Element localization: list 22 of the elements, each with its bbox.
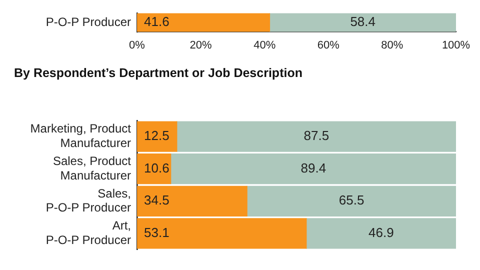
y-tick-label: Sales, Product Manufacturer: [52, 154, 132, 182]
data-label: 41.6: [144, 14, 170, 30]
data-label: 89.4: [300, 160, 326, 176]
data-label: 87.5: [304, 128, 330, 144]
data-label: 53.1: [144, 225, 170, 240]
chart-title: By Respondent’s Department or Job Description: [14, 66, 302, 80]
x-tick-label: 60%: [317, 39, 340, 52]
data-label: 58.4: [350, 14, 376, 30]
x-tick-label: 40%: [254, 39, 276, 52]
y-tick-label: Art, P-O-P Producer: [46, 218, 131, 247]
y-tick-label: Sales, P-O-P Producer: [46, 186, 131, 215]
data-label: 34.5: [144, 192, 170, 208]
x-tick-label: 80%: [381, 39, 404, 52]
x-tick-label: 20%: [190, 39, 212, 52]
x-tick-label: 100%: [442, 39, 470, 52]
data-label: 10.6: [144, 160, 170, 176]
data-label: 46.9: [368, 225, 394, 240]
y-tick-label: Marketing, Product Manufacturer: [30, 122, 132, 150]
data-label: 65.5: [338, 192, 364, 208]
data-label: 12.5: [144, 128, 170, 144]
y-tick-label: P-O-P Producer: [46, 14, 131, 29]
x-tick-label: 0%: [129, 39, 146, 52]
